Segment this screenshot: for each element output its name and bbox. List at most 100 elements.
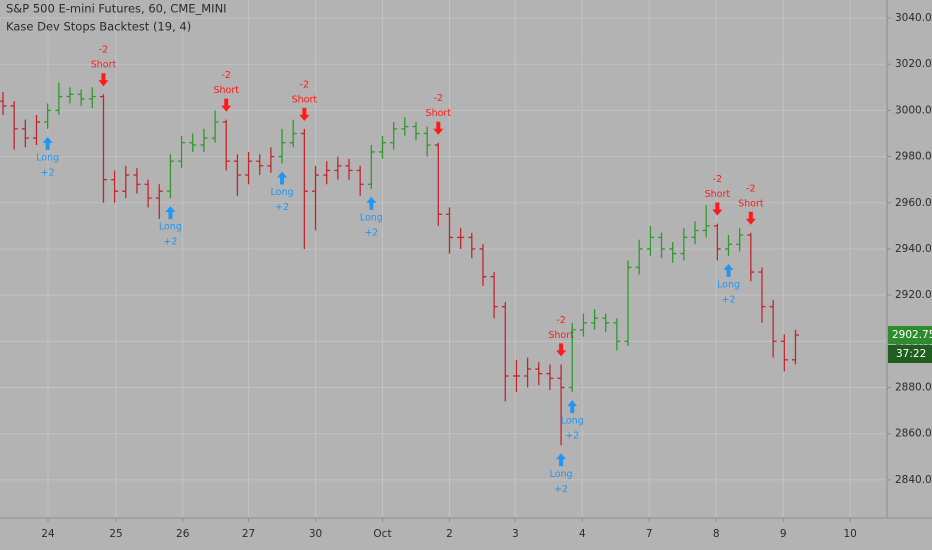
ohlc-bar <box>635 239 643 275</box>
ohlc-bar <box>457 228 465 249</box>
x-tick-label: 24 <box>41 528 55 540</box>
ohlc-bar <box>769 299 777 358</box>
signal-label: Short <box>91 60 117 71</box>
ohlc-bar <box>691 221 699 245</box>
ohlc-bar <box>390 121 398 150</box>
x-tick-label: 2 <box>446 528 453 540</box>
signal-label: Short <box>705 189 731 200</box>
ohlc-bar <box>155 184 163 219</box>
signal-label: Short <box>548 330 574 341</box>
ohlc-bar <box>44 103 52 129</box>
ohlc-bar <box>646 225 654 256</box>
ohlc-bar <box>323 161 331 185</box>
x-tick-label: 25 <box>109 528 122 540</box>
grid <box>0 0 887 518</box>
short-arrow <box>712 202 723 216</box>
y-tick-label: 2940.00 <box>895 243 932 255</box>
x-tick-label: 4 <box>579 528 586 540</box>
ohlc-bar <box>21 119 29 148</box>
signal-qty: +2 <box>163 237 177 248</box>
countdown-label: 37:22 <box>896 348 926 360</box>
x-tick-label: Oct <box>373 528 391 540</box>
long-arrow <box>42 136 53 150</box>
ohlc-bar <box>613 318 621 351</box>
ohlc-bar <box>468 232 476 259</box>
signal-label: Long <box>717 279 740 290</box>
signal-qty: +2 <box>565 431 579 442</box>
long-arrow <box>723 263 734 277</box>
ohlc-bar <box>278 128 286 164</box>
ohlc-bar <box>501 302 509 402</box>
ohlc-bar <box>445 207 453 254</box>
ohlc-bar <box>490 272 498 319</box>
ohlc-bar <box>111 170 119 203</box>
ohlc-bar <box>401 117 409 136</box>
x-tick-label: 26 <box>176 528 190 540</box>
ohlc-bar <box>267 147 275 173</box>
ohlc-bar <box>546 364 554 390</box>
ohlc-bar <box>222 119 230 171</box>
ohlc-bar <box>725 235 733 256</box>
ohlc-bar <box>423 126 431 157</box>
ohlc-bar <box>524 357 532 388</box>
ohlc-bar <box>669 242 677 263</box>
short-arrow <box>556 343 567 357</box>
signal-label: Short <box>426 108 452 119</box>
y-tick-label: 2880.00 <box>895 382 932 394</box>
ohlc-bar <box>479 244 487 286</box>
long-arrow <box>277 171 288 185</box>
short-arrow <box>433 121 444 135</box>
signal-label: Long <box>561 416 584 427</box>
ohlc-bar <box>178 135 186 169</box>
x-tick-label: 27 <box>242 528 255 540</box>
indicator-name: Kase Dev Stops Backtest (19, 4) <box>6 20 191 34</box>
signal-label: Long <box>550 469 573 480</box>
signal-qty: +2 <box>364 227 378 238</box>
ohlc-bar <box>624 260 632 346</box>
signal-qty: -2 <box>556 315 565 326</box>
ohlc-bar <box>713 223 721 261</box>
short-arrow <box>745 211 756 225</box>
short-arrow <box>221 98 232 112</box>
long-arrow <box>556 453 567 467</box>
signal-label: Long <box>159 222 182 233</box>
ohlc-bar <box>557 364 565 446</box>
signal-label: Short <box>213 85 239 96</box>
signal-label: Long <box>271 187 294 198</box>
bars <box>0 82 799 446</box>
ohlc-bar <box>133 168 141 194</box>
signal-qty: -2 <box>434 93 443 104</box>
y-tick-label: 2860.00 <box>895 428 932 440</box>
long-arrow <box>165 206 176 220</box>
ohlc-bar <box>55 82 63 116</box>
ohlc-bar <box>99 94 107 203</box>
x-tick-label: 9 <box>780 528 787 540</box>
ohlc-bar <box>189 133 197 152</box>
signal-qty: -2 <box>99 45 108 56</box>
signal-qty: -2 <box>300 79 309 90</box>
ohlc-bar <box>758 267 766 323</box>
x-tick-label: 3 <box>512 528 519 540</box>
y-tick-label: 2920.00 <box>895 289 932 301</box>
y-tick-label: 3020.00 <box>895 58 932 70</box>
ohlc-bar <box>535 362 543 386</box>
signal-label: Long <box>360 212 383 223</box>
ohlc-bar <box>602 313 610 333</box>
ohlc-bar <box>512 359 520 393</box>
ohlc-bar <box>579 313 587 337</box>
ohlc-bar <box>122 165 130 199</box>
ohlc-bar <box>747 232 755 282</box>
countdown-box <box>888 344 932 363</box>
ohlc-bar <box>356 165 364 196</box>
signal-label: Long <box>36 152 59 163</box>
ohlc-bar <box>144 179 152 208</box>
ohlc-bar <box>379 135 387 159</box>
last-price-box <box>888 325 932 344</box>
ohlc-bar <box>345 158 353 180</box>
ohlc-bar <box>245 151 253 185</box>
ohlc-bar <box>289 119 297 148</box>
last-price-label: 2902.75 <box>892 329 932 341</box>
ohlc-bar <box>88 87 96 109</box>
ohlc-bar <box>780 334 788 372</box>
